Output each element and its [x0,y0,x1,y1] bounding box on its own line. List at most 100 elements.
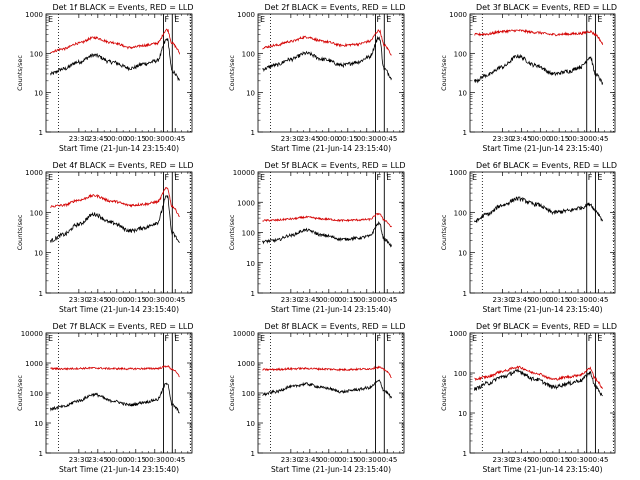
region-label: E [48,173,53,182]
y-axis-label: Counts/sec [228,214,236,250]
x-tick-label: 00:30 [145,296,165,304]
y-tick-label: 100 [30,209,43,217]
y-tick-label: 10 [34,250,43,258]
region-label: E [260,173,265,182]
x-axis-label: Start Time (21-Jun-14 23:15:40) [59,465,179,474]
plot-frame [469,332,616,454]
y-tick-label: 1000 [237,11,255,19]
x-tick-label: 23:45 [88,135,108,143]
region-label: E [472,173,477,182]
panel-det-3: Det 3f BLACK = Events, RED = LLD 1 10 100 10… [440,3,617,153]
y-tick-label: 10 [246,260,255,268]
x-tick-label: 23:45 [300,456,320,464]
x-tick-label: 00:45 [377,456,397,464]
y-tick-label: 1000 [25,169,43,177]
y-tick-label: 1 [39,290,43,298]
x-tick-label: 23:30 [493,296,513,304]
plot-frame [45,171,193,294]
panel-det-9: Det 9f BLACK = Events, RED = LLD 1 10 100 10… [440,322,617,474]
region-label: F [588,334,593,343]
panel-title: Det 5f BLACK = Events, RED = LLD [264,161,405,170]
x-tick-label: 23:30 [69,296,89,304]
series-line-events [50,382,180,414]
panel-det-6: Det 6f BLACK = Events, RED = LLD 1 10 100 10… [440,161,617,314]
x-tick-label: 00:45 [165,135,185,143]
y-tick-label: 1 [251,290,255,298]
x-tick-label: 00:30 [357,296,377,304]
x-tick-label: 23:30 [281,456,301,464]
y-tick-label: 10 [246,420,255,428]
plot-frame [257,332,405,454]
x-axis-label: Start Time (21-Jun-14 23:15:40) [59,144,179,153]
y-tick-label: 1000 [449,330,467,338]
x-tick-label: 23:30 [493,135,513,143]
x-tick-label: 00:00 [319,456,339,464]
x-tick-label: 00:15 [549,296,569,304]
region-label: E [174,173,179,182]
x-tick-label: 00:45 [165,296,185,304]
x-tick-label: 00:00 [530,296,550,304]
region-label: E [260,334,265,343]
region-label: E [472,334,477,343]
region-label: F [588,15,593,24]
y-tick-label: 100 [242,230,255,238]
y-tick-label: 100 [30,50,43,58]
y-tick-label: 10 [458,90,467,98]
x-tick-label: 00:30 [357,456,377,464]
y-axis-label: Counts/sec [16,214,24,250]
panel-det-8: Det 8f BLACK = Events, RED = LLD 1 10 100 10… [228,322,406,474]
region-label: F [165,15,170,24]
region-label: E [386,15,391,24]
series-line-events [50,195,180,243]
plot-frame [45,13,193,133]
y-tick-label: 100 [454,50,467,58]
panel-title: Det 6f BLACK = Events, RED = LLD [476,161,617,170]
y-axis-label: Counts/sec [440,375,448,411]
series-line-events [262,221,392,248]
x-axis-label: Start Time (21-Jun-14 23:15:40) [483,465,603,474]
region-label: F [165,334,170,343]
y-tick-label: 1 [251,129,255,137]
y-tick-label: 10 [34,90,43,98]
series-line-lld [50,186,180,218]
x-axis-label: Start Time (21-Jun-14 23:15:40) [271,305,391,314]
region-label: E [48,334,53,343]
x-tick-label: 00:15 [338,296,358,304]
region-label: E [597,173,602,182]
y-tick-label: 1000 [449,169,467,177]
x-tick-label: 00:30 [145,456,165,464]
series-line-lld [262,365,392,378]
x-tick-label: 00:45 [588,296,608,304]
plot-frame [45,332,193,454]
series-line-events [474,53,604,85]
y-tick-label: 1000 [237,199,255,207]
y-tick-label: 100 [454,370,467,378]
x-tick-label: 00:45 [377,135,397,143]
series-line-lld [262,29,392,56]
x-tick-label: 00:15 [126,135,146,143]
y-axis-label: Counts/sec [228,375,236,411]
x-tick-label: 00:30 [145,135,165,143]
series-line-events [262,379,392,400]
x-tick-label: 23:45 [300,135,320,143]
y-tick-label: 1000 [25,360,43,368]
y-tick-label: 10 [246,90,255,98]
x-tick-label: 23:45 [511,135,531,143]
y-tick-label: 1000 [449,11,467,19]
region-label: E [386,334,391,343]
y-tick-label: 1 [39,450,43,458]
x-tick-label: 23:45 [300,296,320,304]
x-tick-label: 00:45 [165,456,185,464]
plot-frame [469,13,616,133]
x-tick-label: 00:15 [126,296,146,304]
y-tick-label: 100 [242,50,255,58]
panel-det-2: Det 2f BLACK = Events, RED = LLD 1 10 100 10… [228,3,406,153]
y-tick-label: 100 [454,209,467,217]
y-tick-label: 100 [30,390,43,398]
y-tick-label: 10 [34,420,43,428]
y-tick-label: 10000 [233,330,255,338]
x-tick-label: 23:30 [69,456,89,464]
region-label: E [174,334,179,343]
region-label: E [386,173,391,182]
x-tick-label: 00:30 [568,456,588,464]
